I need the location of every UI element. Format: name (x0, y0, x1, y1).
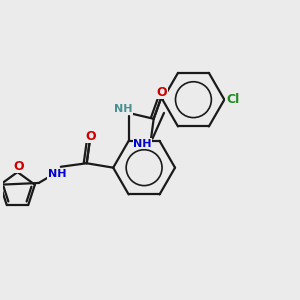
Text: O: O (156, 86, 167, 99)
Text: NH: NH (114, 104, 133, 114)
Text: Cl: Cl (226, 93, 239, 106)
Text: NH: NH (133, 139, 152, 149)
Text: NH: NH (48, 169, 67, 179)
Text: O: O (14, 160, 24, 173)
Text: O: O (85, 130, 95, 143)
